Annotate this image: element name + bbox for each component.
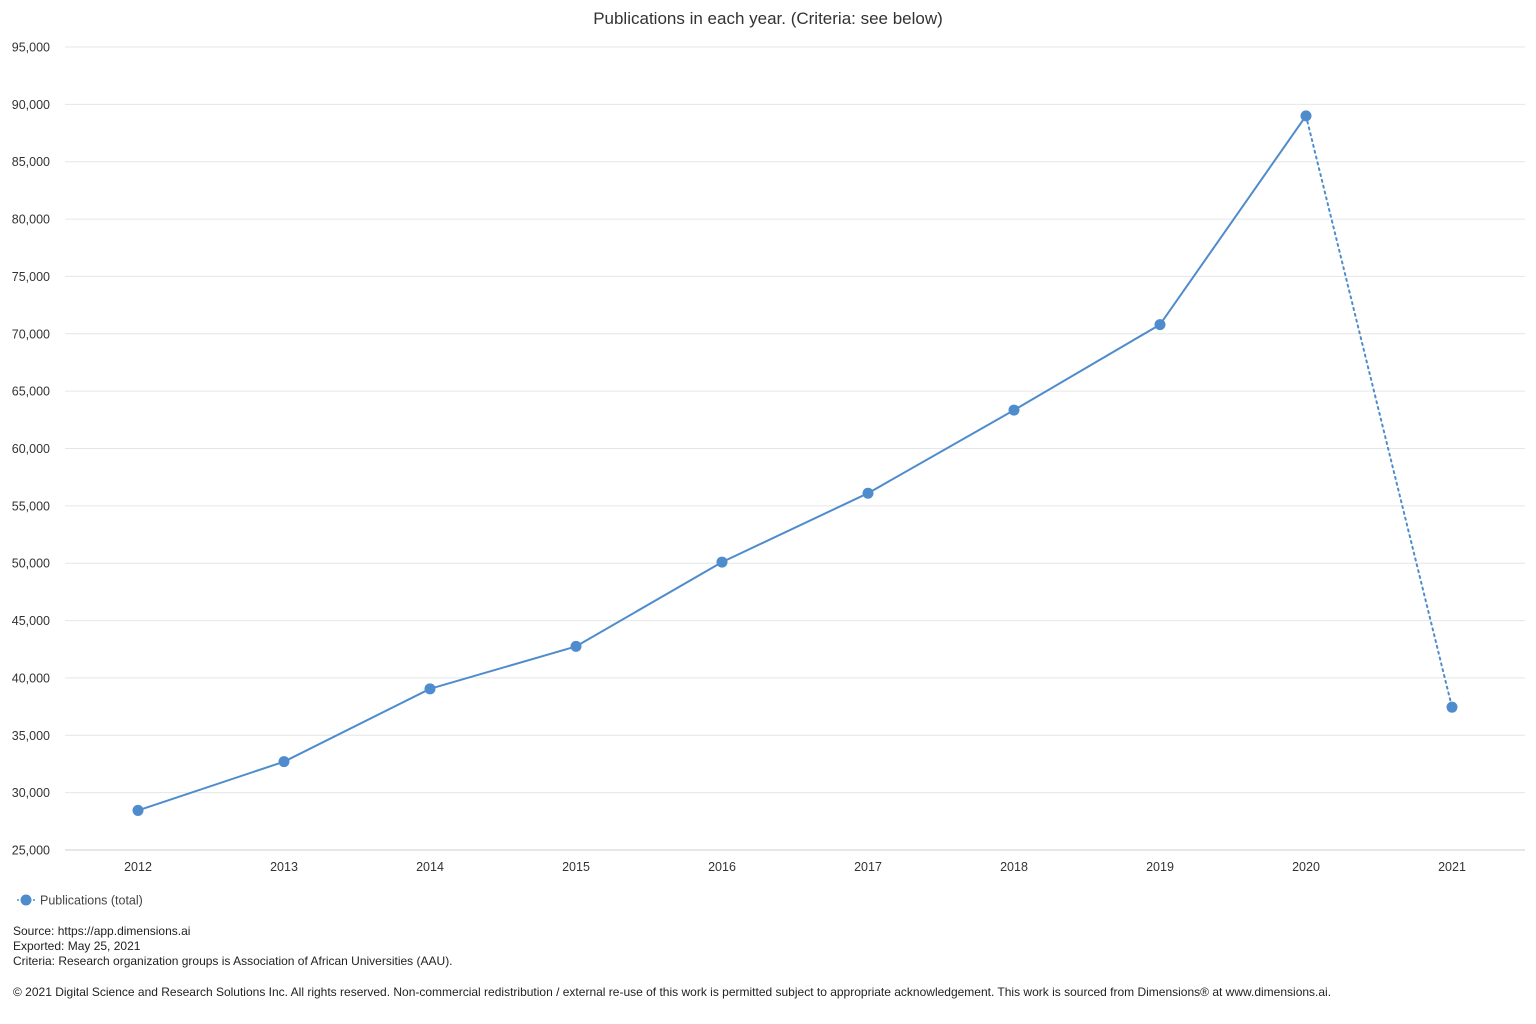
gridlines (65, 46, 1525, 851)
y-tick-label: 55,000 (12, 499, 50, 513)
data-point[interactable] (1300, 110, 1312, 122)
x-tick-label: 2018 (1000, 860, 1028, 874)
y-tick-label: 50,000 (12, 557, 50, 571)
legend[interactable]: Publications (total) (17, 894, 143, 908)
y-tick-label: 65,000 (12, 385, 50, 399)
criteria-text: Criteria: Research organization groups i… (13, 954, 453, 968)
y-tick-label: 35,000 (12, 729, 50, 743)
y-tick-label: 70,000 (12, 327, 50, 341)
data-point[interactable] (132, 804, 144, 816)
legend-marker-icon (20, 894, 32, 906)
data-point[interactable] (1446, 701, 1458, 713)
data-point[interactable] (1154, 319, 1166, 331)
x-tick-label: 2020 (1292, 860, 1320, 874)
exported-text: Exported: May 25, 2021 (13, 939, 141, 953)
x-tick-label: 2021 (1438, 860, 1466, 874)
x-tick-label: 2013 (270, 860, 298, 874)
y-tick-label: 60,000 (12, 442, 50, 456)
data-point[interactable] (1008, 404, 1020, 416)
y-axis-tick-labels: 25,000 30,000 35,000 40,000 45,000 50,000 55,0… (12, 41, 50, 858)
x-axis-tick-labels: 2012 2013 2014 2015 2016 2017 2018 2019 2020 2021 (124, 860, 1466, 874)
y-tick-label: 95,000 (12, 41, 50, 55)
x-tick-label: 2017 (854, 860, 882, 874)
y-tick-label: 25,000 (12, 844, 50, 858)
source-text: Source: https://app.dimensions.ai (13, 924, 191, 938)
y-tick-label: 75,000 (12, 270, 50, 284)
y-tick-label: 30,000 (12, 786, 50, 800)
data-point[interactable] (278, 756, 290, 768)
y-tick-label: 40,000 (12, 671, 50, 685)
data-point[interactable] (424, 683, 436, 695)
x-tick-label: 2015 (562, 860, 590, 874)
publications-line-chart: Publications in each year. (Criteria: se… (12, 9, 1525, 908)
legend-label-publications-total: Publications (total) (40, 894, 143, 908)
y-tick-label: 85,000 (12, 155, 50, 169)
y-tick-label: 45,000 (12, 614, 50, 628)
y-tick-label: 80,000 (12, 213, 50, 227)
series-points (132, 110, 1458, 816)
series-line-solid (137, 115, 1307, 812)
copyright-text: © 2021 Digital Science and Research Solu… (13, 985, 1332, 999)
data-point[interactable] (570, 640, 582, 652)
chart-title: Publications in each year. (Criteria: se… (593, 9, 943, 28)
y-tick-label: 90,000 (12, 98, 50, 112)
x-tick-label: 2012 (124, 860, 152, 874)
series-line-dotted (1305, 114, 1453, 709)
series-lines (137, 114, 1453, 812)
x-tick-label: 2014 (416, 860, 444, 874)
chart-footer-meta: Source: https://app.dimensions.ai Export… (13, 924, 453, 969)
data-point[interactable] (862, 487, 874, 499)
x-tick-label: 2019 (1146, 860, 1174, 874)
data-point[interactable] (716, 556, 728, 568)
x-tick-label: 2016 (708, 860, 736, 874)
